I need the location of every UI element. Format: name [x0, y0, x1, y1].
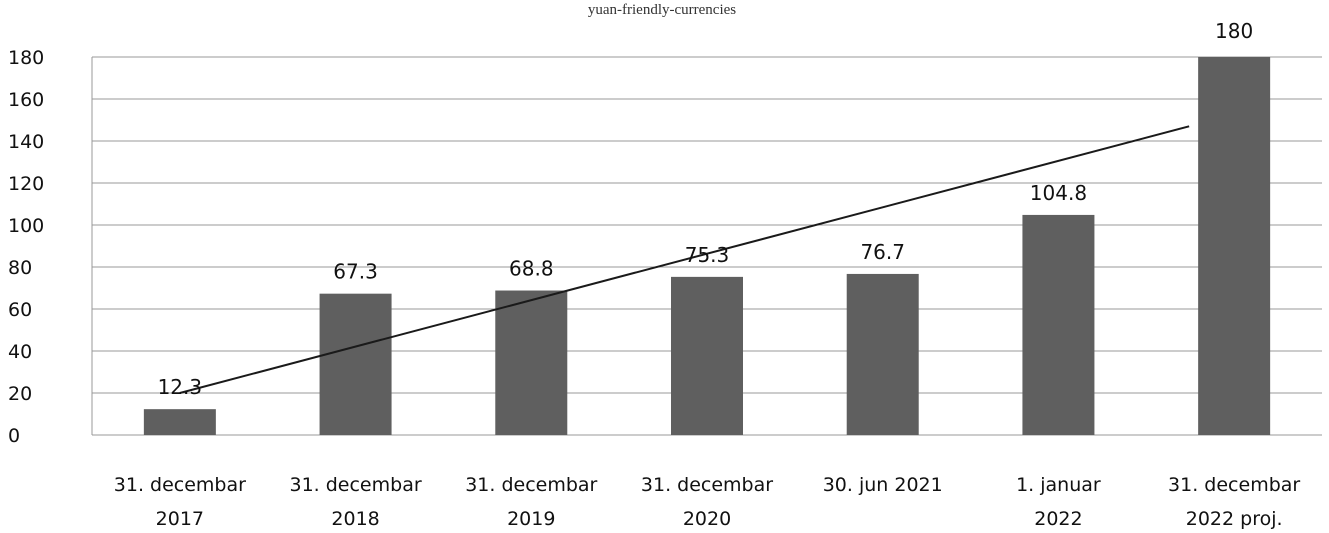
x-tick-label: 31. decembar 2022 proj. [1168, 474, 1300, 530]
y-tick-label: 0 [8, 425, 20, 447]
bar [846, 273, 919, 435]
x-tick-label: 31. decembar 2019 [465, 474, 597, 530]
y-tick-label: 60 [8, 299, 32, 321]
bar [495, 290, 568, 435]
x-tick-label: 31. decembar 2018 [289, 474, 421, 530]
data-label: 68.8 [509, 257, 554, 281]
bar [1022, 214, 1095, 435]
x-tick-label: 31. decembar 2020 [641, 474, 773, 530]
data-label: 67.3 [333, 260, 378, 284]
gridlines [91, 56, 1322, 436]
bar [671, 276, 743, 435]
trend-line [179, 125, 1190, 394]
y-tick-label: 160 [8, 89, 44, 111]
data-label: 75.3 [685, 243, 730, 267]
x-tick-label: 1. januar 2022 [1016, 474, 1101, 530]
data-label: 12.3 [158, 375, 203, 399]
y-tick-label: 100 [8, 215, 44, 237]
y-tick-label: 140 [8, 131, 44, 153]
bars [143, 57, 1271, 435]
chart-subtitle: yuan-friendly-currencies [588, 2, 736, 18]
data-label: 76.7 [860, 240, 905, 264]
x-axis: 31. decembar 2017 31. decembar 2018 31. dece… [114, 474, 1301, 530]
y-tick-label: 40 [8, 341, 32, 363]
y-tick-label: 180 [8, 47, 44, 69]
bar [143, 409, 216, 435]
y-tick-label: 20 [8, 383, 32, 405]
y-tick-label: 80 [8, 257, 32, 279]
y-axis: 0 20 40 60 80 100 120 140 160 180 [8, 47, 44, 447]
x-tick-label: 30. jun 2021 [823, 474, 943, 496]
trendline [179, 125, 1190, 394]
data-label: 104.8 [1030, 181, 1087, 205]
bar [319, 293, 392, 435]
bar [1198, 57, 1271, 435]
data-label: 180 [1215, 19, 1253, 43]
data-labels: 12.3 67.3 68.8 75.3 76.7 104.8 180 [158, 19, 1254, 399]
y-tick-label: 120 [8, 173, 44, 195]
x-tick-label: 31. decembar 2017 [114, 474, 246, 530]
